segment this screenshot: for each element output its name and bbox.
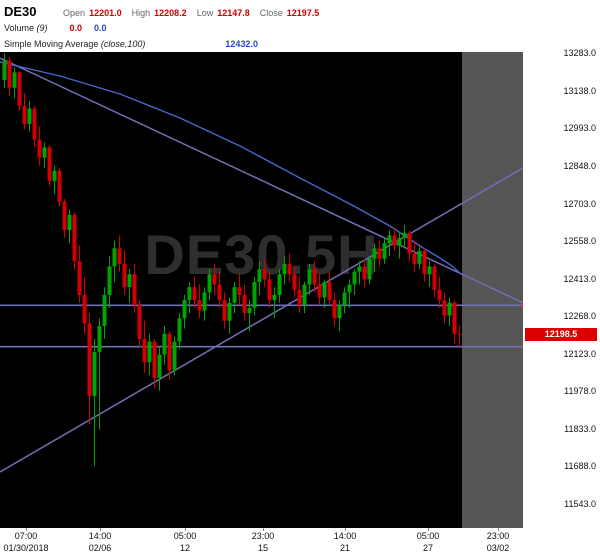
price-axis-label: 12993.0 [563, 123, 596, 133]
ohlc-value: 12147.8 [217, 8, 250, 18]
indicator-value: 12432.0 [225, 39, 258, 49]
time-axis-date-label: 21 [339, 543, 351, 553]
time-axis-time-label: 23:00 [251, 531, 275, 541]
time-axis-time-label: 14:00 [88, 531, 112, 541]
price-axis-label: 11688.0 [564, 461, 596, 471]
ohlc-label: High [131, 8, 151, 18]
chart-watermark: DE30.5H [144, 223, 379, 286]
time-axis-time-label: 05:00 [416, 531, 440, 541]
time-axis-tick [100, 528, 101, 531]
time-axis-date-label: 03/02 [486, 543, 510, 553]
price-axis-label: 11833.0 [564, 424, 596, 434]
volume-indicator-row[interactable]: Volume (9) 0.0 0.0 [4, 23, 107, 33]
indicator-args: (9) [34, 23, 48, 33]
ohlc-value: 12197.5 [286, 8, 320, 18]
price-axis-label: 12123.0 [563, 349, 596, 359]
time-axis-time-label: 23:00 [486, 531, 510, 541]
ohlc-info-row: DE30 Open 12201.0 High 12208.2 Low 12147.8 Clo… [4, 4, 319, 19]
price-axis-label: 12848.0 [563, 161, 596, 171]
time-axis[interactable]: 07:00 01/30/2018 14:00 02/06 05:00 12 23:00 15 1… [0, 528, 600, 558]
time-axis-time-label: 05:00 [173, 531, 197, 541]
chart-header: DE30 Open 12201.0 High 12208.2 Low 12147.8 Clo… [0, 0, 523, 52]
indicator-name: Simple Moving Average [4, 39, 99, 49]
time-axis-tick [26, 528, 27, 531]
price-axis-label: 12558.0 [563, 236, 596, 246]
ohlc-label: Close [259, 8, 283, 18]
sma-indicator-row[interactable]: Simple Moving Average (close,100) 12432.0 [4, 39, 258, 49]
ohlc-label: Open [63, 8, 86, 18]
price-axis[interactable]: 13283.0 13138.0 12993.0 12848.0 12703.0 12558… [523, 0, 600, 528]
time-axis-date-label: 27 [422, 543, 434, 553]
symbol-label: DE30 [4, 4, 37, 19]
price-axis-label: 12703.0 [563, 199, 596, 209]
time-axis-time-label: 14:00 [333, 531, 357, 541]
price-axis-label: 13283.0 [563, 48, 596, 58]
time-axis-tick [428, 528, 429, 531]
price-axis-label: 11978.0 [564, 386, 596, 396]
ohlc-value: 12201.0 [89, 8, 122, 18]
time-axis-time-label: 07:00 [14, 531, 38, 541]
ohlc-value: 12208.2 [154, 8, 187, 18]
time-axis-tick [263, 528, 264, 531]
time-axis-date-label: 15 [257, 543, 269, 553]
time-axis-tick [185, 528, 186, 531]
price-axis-label: 12413.0 [563, 274, 596, 284]
time-axis-date-label: 12 [179, 543, 191, 553]
price-axis-label: 11543.0 [564, 499, 596, 509]
indicator-args: (close,100) [98, 39, 146, 49]
indicator-value: 0.0 [69, 23, 83, 33]
current-price-badge: 12198.5 [525, 328, 597, 341]
indicator-name: Volume [4, 23, 35, 33]
price-axis-label: 13138.0 [563, 86, 596, 96]
time-axis-tick [498, 528, 499, 531]
time-axis-tick [345, 528, 346, 531]
price-axis-label: 12268.0 [563, 311, 596, 321]
indicator-value: 0.0 [94, 23, 107, 33]
time-axis-date-label: 01/30/2018 [3, 543, 49, 553]
time-axis-date-label: 02/06 [88, 543, 112, 553]
ohlc-label: Low [196, 8, 214, 18]
